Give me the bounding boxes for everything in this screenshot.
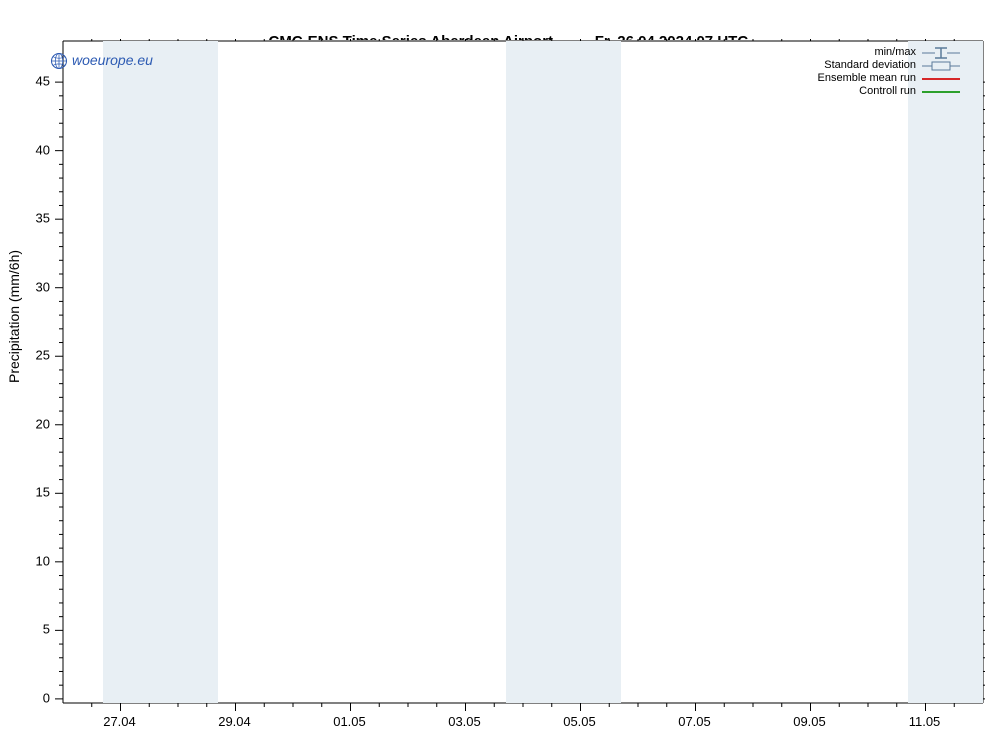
legend-item: Standard deviation — [818, 59, 960, 72]
x-tick-label: 09.05 — [793, 714, 826, 729]
y-tick-label: 45 — [20, 74, 50, 89]
legend: min/maxStandard deviationEnsemble mean r… — [818, 46, 960, 98]
legend-label: min/max — [874, 46, 916, 59]
legend-swatch — [922, 47, 960, 59]
y-tick-label: 40 — [20, 142, 50, 157]
y-tick-label: 5 — [20, 622, 50, 637]
legend-swatch — [922, 74, 960, 84]
watermark: woeurope.eu — [50, 52, 153, 70]
y-tick-label: 0 — [20, 690, 50, 705]
y-tick-label: 20 — [20, 416, 50, 431]
x-tick-label: 27.04 — [103, 714, 136, 729]
legend-item: min/max — [818, 46, 960, 59]
x-tick-label: 07.05 — [678, 714, 711, 729]
y-tick-label: 15 — [20, 485, 50, 500]
precipitation-chart: CMC-ENS Time Series Aberdeen Airport Fr.… — [0, 0, 1000, 733]
legend-label: Standard deviation — [824, 59, 916, 72]
weekend-band — [908, 41, 983, 703]
x-tick-label: 03.05 — [448, 714, 481, 729]
x-tick-label: 11.05 — [909, 714, 941, 729]
watermark-text: woeurope.eu — [72, 52, 153, 68]
x-tick-label: 29.04 — [218, 714, 251, 729]
legend-label: Ensemble mean run — [818, 72, 916, 85]
globe-icon — [50, 52, 68, 70]
y-tick-label: 30 — [20, 279, 50, 294]
legend-item: Ensemble mean run — [818, 72, 960, 85]
y-tick-label: 35 — [20, 211, 50, 226]
legend-item: Controll run — [818, 85, 960, 98]
x-tick-label: 01.05 — [333, 714, 366, 729]
legend-label: Controll run — [859, 85, 916, 98]
weekend-band — [103, 41, 218, 703]
y-tick-label: 10 — [20, 553, 50, 568]
legend-swatch — [922, 87, 960, 97]
weekend-band — [506, 41, 621, 703]
y-tick-label: 25 — [20, 348, 50, 363]
plot-area — [62, 40, 984, 704]
legend-swatch — [922, 61, 960, 71]
x-tick-label: 05.05 — [563, 714, 596, 729]
